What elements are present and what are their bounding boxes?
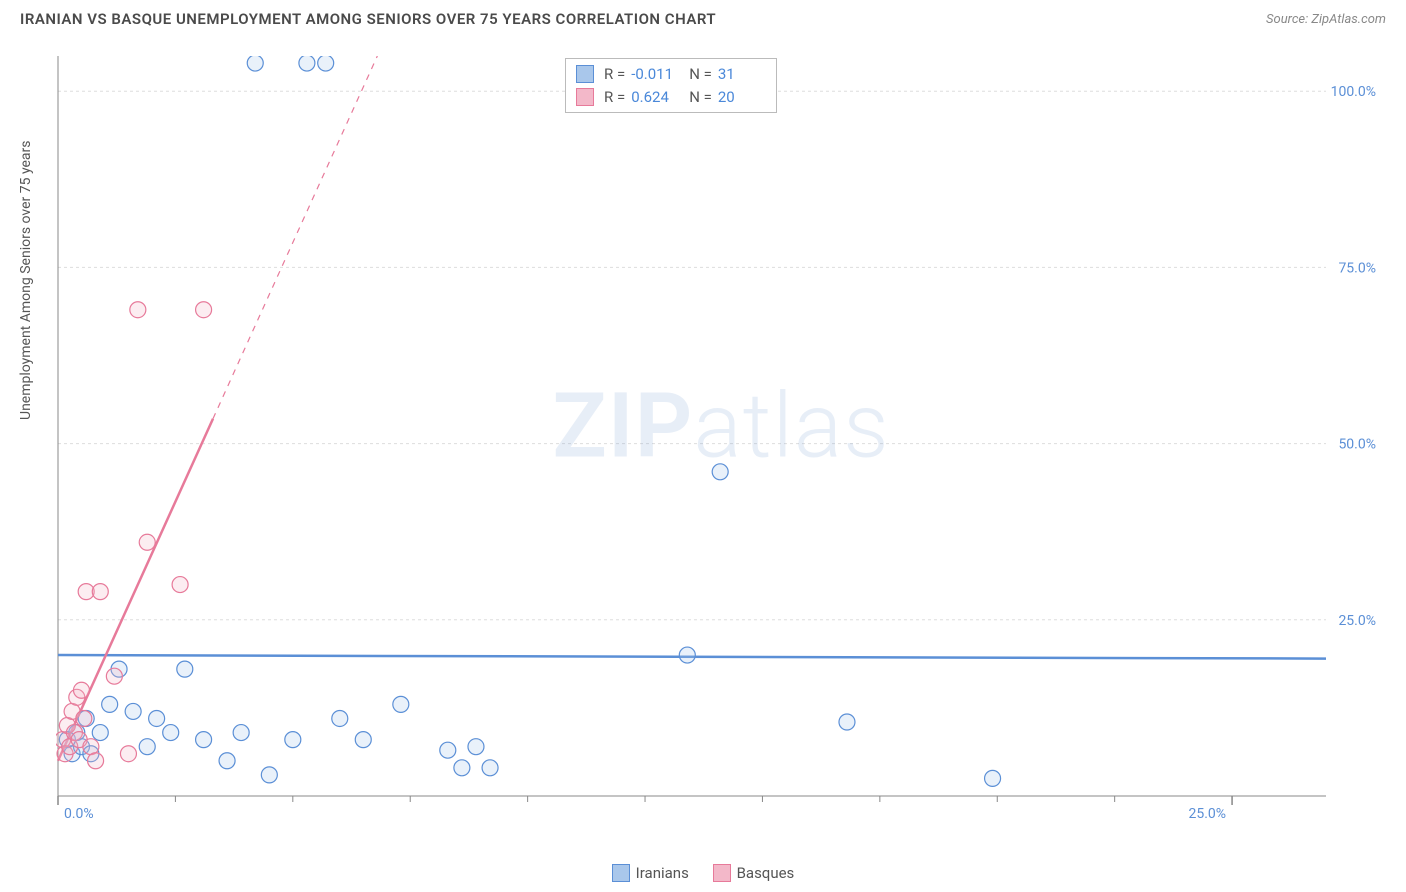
svg-text:100.0%: 100.0% — [1331, 84, 1376, 100]
legend: Iranians Basques — [0, 864, 1406, 886]
legend-item-basques: Basques — [713, 864, 795, 882]
legend-swatch-iranians — [612, 864, 630, 882]
swatch-iranians — [576, 65, 594, 83]
legend-swatch-basques — [713, 864, 731, 882]
scatter-plot: 25.0% 50.0% 75.0% 100.0% 0.0% 25.0% — [56, 56, 1386, 826]
svg-text:50.0%: 50.0% — [1338, 437, 1376, 453]
legend-item-iranians: Iranians — [612, 864, 689, 882]
svg-text:25.0%: 25.0% — [1338, 613, 1376, 629]
chart-title: IRANIAN VS BASQUE UNEMPLOYMENT AMONG SEN… — [20, 10, 716, 28]
stats-row-basques: R = 0.624 N = 20 — [576, 86, 766, 109]
svg-text:25.0%: 25.0% — [1189, 806, 1227, 822]
correlation-stats-box: R = -0.011 N = 31 R = 0.624 N = 20 — [565, 58, 777, 113]
stats-row-iranians: R = -0.011 N = 31 — [576, 63, 766, 86]
swatch-basques — [576, 88, 594, 106]
chart-area: 25.0%50.0%75.0%100.0%0.0%25.0% ZIPatlas — [56, 56, 1386, 826]
y-axis-label: Unemployment Among Seniors over 75 years — [18, 141, 34, 421]
header: IRANIAN VS BASQUE UNEMPLOYMENT AMONG SEN… — [0, 0, 1406, 32]
source-attribution: Source: ZipAtlas.com — [1266, 12, 1386, 27]
svg-text:0.0%: 0.0% — [64, 806, 94, 822]
svg-text:75.0%: 75.0% — [1338, 260, 1376, 276]
